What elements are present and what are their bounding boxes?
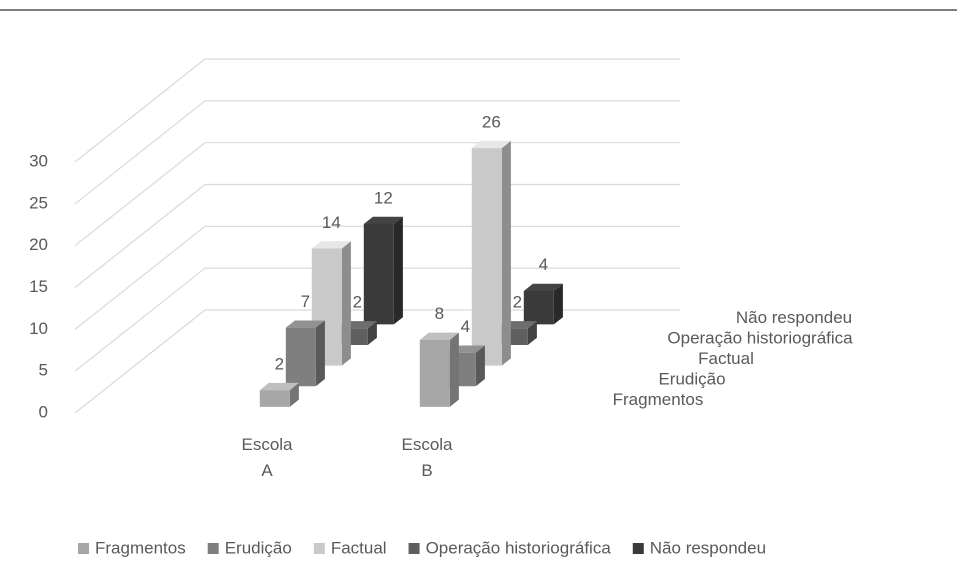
legend-swatch [408, 543, 420, 554]
legend-label: Factual [331, 538, 387, 557]
bar-side [341, 241, 351, 366]
data-label: 2 [275, 354, 284, 373]
bar-front [419, 339, 450, 407]
depth-axis-label: Factual [698, 349, 754, 368]
depth-axis-label: Operação historiográfica [667, 328, 853, 347]
bar-front [523, 290, 554, 325]
legend-label: Fragmentos [95, 538, 186, 557]
bar-side [367, 321, 377, 346]
y-tick-label: 5 [39, 361, 48, 380]
depth-axis-label: Não respondeu [736, 308, 852, 327]
depth-axis-label: Erudição [658, 370, 725, 389]
bar [259, 382, 299, 407]
y-tick-label: 15 [29, 277, 48, 296]
grid-line [74, 100, 680, 205]
grid-line [74, 267, 680, 372]
bar-front [259, 390, 290, 407]
legend-swatch [78, 543, 89, 554]
data-label: 4 [539, 255, 548, 274]
bar-top [259, 382, 299, 391]
y-tick-label: 0 [39, 402, 48, 421]
bar [523, 283, 563, 325]
data-label: 7 [301, 292, 310, 311]
legend-swatch [632, 543, 644, 554]
y-tick-label: 25 [29, 193, 48, 212]
legend-label: Não respondeu [650, 538, 766, 557]
bar-side [501, 140, 511, 366]
bar [363, 216, 403, 325]
data-label: 2 [513, 293, 522, 312]
bar-front [363, 224, 394, 325]
grid-line [74, 183, 680, 288]
bar-top [363, 216, 403, 225]
bar-front [285, 327, 316, 387]
data-label: 4 [461, 317, 470, 336]
y-tick-label: 10 [29, 319, 48, 338]
data-label: 8 [435, 304, 444, 323]
bar-side [527, 321, 537, 346]
bar-top [523, 283, 563, 291]
bar-side [449, 332, 459, 407]
bar-top [285, 320, 325, 328]
bar [285, 320, 325, 387]
grid-line [74, 309, 680, 414]
data-label: 14 [322, 213, 341, 232]
x-tick-label: Escola B [401, 435, 453, 480]
grid-line [74, 142, 680, 247]
depth-axis-label: Fragmentos [613, 390, 704, 409]
bar-side [475, 345, 485, 387]
bar-top [311, 241, 351, 249]
data-label: 2 [353, 293, 362, 312]
legend-swatch [207, 543, 219, 554]
bar-side [393, 216, 403, 325]
legend-label: Erudição [225, 538, 292, 557]
legend-label: Operação historiográfica [426, 538, 612, 557]
data-label: 26 [482, 112, 501, 131]
data-label: 12 [374, 188, 393, 207]
bar-front [471, 148, 502, 366]
legend-swatch [313, 543, 325, 554]
bar-top [419, 332, 459, 340]
bar-top [471, 140, 511, 149]
grid-line [74, 58, 680, 163]
x-tick-label: Escola A [241, 435, 293, 480]
bar-side [553, 283, 563, 325]
bar [471, 140, 511, 366]
grid-line [74, 225, 680, 330]
bar-side [289, 382, 299, 407]
bar [419, 332, 459, 407]
y-tick-label: 30 [29, 151, 48, 170]
bar-side [315, 320, 325, 387]
y-tick-label: 20 [29, 235, 48, 254]
